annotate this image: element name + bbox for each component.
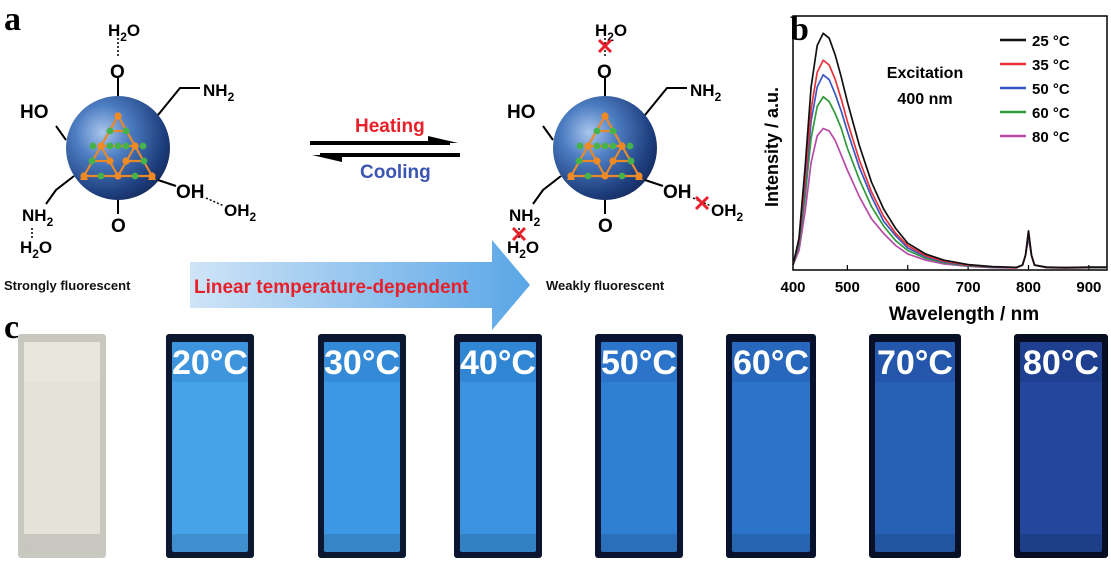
- graphitic-core: [567, 112, 643, 180]
- cuvette-uv: 40°C: [454, 334, 542, 558]
- cuvette-meniscus: [172, 342, 248, 382]
- cuvette-base: [601, 534, 677, 552]
- legend-label: 80 °C: [1032, 129, 1070, 146]
- bottom-water: H2O: [20, 238, 52, 261]
- excitation-annotation: Excitation: [887, 65, 963, 82]
- equilibrium-arrows: Heating Cooling: [310, 116, 460, 183]
- bottom-water: H2O: [507, 238, 539, 261]
- atom-nh2-bottom: NH2: [509, 206, 541, 229]
- atom-nh2-top: NH2: [203, 81, 235, 104]
- cuvette-temperature-label: 30°C: [324, 344, 400, 382]
- cuvette-uv: 30°C: [318, 334, 406, 558]
- cuvette-meniscus: [460, 342, 536, 382]
- linear-temperature-arrow: Linear temperature-dependent: [190, 240, 530, 330]
- cuvette-uv: 50°C: [595, 334, 683, 558]
- atom-nh2-top: NH2: [690, 81, 722, 104]
- series-line-80c: [792, 127, 1107, 269]
- atom-oh: OH: [176, 182, 205, 203]
- panel-letter-b: b: [790, 11, 809, 48]
- cuvette-base: [732, 534, 810, 552]
- legend-label: 35 °C: [1032, 57, 1070, 74]
- x-tick-label: 600: [895, 279, 920, 296]
- atom-o-top: O: [597, 62, 612, 83]
- cuvette-temperature-label: 50°C: [601, 344, 677, 382]
- broken-hbond-right-mark: [694, 195, 710, 211]
- atom-ho: HO: [20, 102, 49, 123]
- x-axis-label: Wavelength / nm: [889, 304, 1039, 325]
- atom-ho: HO: [507, 102, 536, 123]
- linear-temperature-label: Linear temperature-dependent: [194, 277, 469, 298]
- atom-oh2: OH2: [711, 201, 744, 224]
- atom-nh2-bottom: NH2: [22, 206, 54, 229]
- x-tick-label: 900: [1076, 279, 1101, 296]
- cuvette-base: [172, 534, 248, 552]
- heating-label: Heating: [355, 116, 425, 137]
- cuvette-uv: 20°C: [166, 334, 254, 558]
- cuvette-solution: [875, 342, 955, 552]
- atom-o-bottom: O: [598, 216, 613, 237]
- panel-letter-c: c: [4, 309, 19, 346]
- series-line-25c: [792, 32, 1107, 269]
- atom-o-top: O: [110, 62, 125, 83]
- cuvette-base: [1020, 534, 1102, 552]
- cuvette-meniscus: [732, 342, 810, 382]
- cuvette-base: [324, 534, 400, 552]
- broken-hbond-top-mark: [597, 38, 613, 54]
- atom-oh: OH: [663, 182, 692, 203]
- cuvette-meniscus: [875, 342, 955, 382]
- x-tick-label: 800: [1016, 279, 1041, 296]
- y-axis-label: Intensity / a.u.: [762, 87, 782, 207]
- atom-o-bottom: O: [111, 216, 126, 237]
- cuvette-solution: [324, 342, 400, 552]
- cuvette-uv: 80°C: [1014, 334, 1108, 558]
- cuvette-solution: [172, 342, 248, 552]
- x-tick-label: 700: [956, 279, 981, 296]
- cuvette-temperature-label: 20°C: [172, 344, 248, 382]
- cuvette-solution: [732, 342, 810, 552]
- cuvette-solution: [24, 342, 100, 552]
- cuvette-photo-row: 20°C 30°C 40°C 50°C 60°C 70°C 80°C: [18, 334, 1108, 558]
- cuvette-base: [24, 534, 100, 552]
- cuvette-uv: 70°C: [869, 334, 961, 558]
- cuvette-daylight: [18, 334, 106, 558]
- cooling-label: Cooling: [360, 162, 431, 183]
- cuvette-meniscus: [1020, 342, 1102, 382]
- cuvette-temperature-label: 80°C: [1023, 344, 1099, 382]
- x-tick-label: 400: [780, 279, 805, 296]
- left-caption: Strongly fluorescent: [4, 278, 131, 293]
- panel-letter-a: a: [4, 1, 21, 38]
- right-caption: Weakly fluorescent: [546, 278, 665, 293]
- top-water: H2O: [595, 21, 627, 44]
- cuvette-solution: [1020, 342, 1102, 552]
- top-water: H2O: [108, 21, 140, 44]
- cuvette-temperature-label: 40°C: [460, 344, 536, 382]
- series-line-60c: [792, 95, 1107, 269]
- cuvette-base: [875, 534, 955, 552]
- graphitic-core: [80, 112, 156, 180]
- legend-label: 50 °C: [1032, 81, 1070, 98]
- cuvette-meniscus: [601, 342, 677, 382]
- emission-spectrum-chart: 400 500 600 700 800 900 Wavelength / nm Intensi…: [762, 15, 1108, 325]
- cuvette-solution: [601, 342, 677, 552]
- broken-hbond-bottom-mark: [511, 226, 527, 242]
- excitation-annotation: 400 nm: [897, 91, 952, 108]
- legend-label: 60 °C: [1032, 105, 1070, 122]
- cuvette-meniscus: [324, 342, 400, 382]
- cuvette-temperature-label: 70°C: [877, 344, 953, 382]
- legend-label: 25 °C: [1032, 33, 1070, 50]
- cuvette-uv: 60°C: [726, 334, 816, 558]
- plot-frame: [792, 15, 1108, 271]
- x-tick-label: 500: [835, 279, 860, 296]
- cuvette-temperature-label: 60°C: [733, 344, 809, 382]
- cuvette-solution: [460, 342, 536, 552]
- atom-oh2: OH2: [224, 201, 257, 224]
- cuvette-meniscus: [24, 342, 100, 382]
- cuvette-base: [460, 534, 536, 552]
